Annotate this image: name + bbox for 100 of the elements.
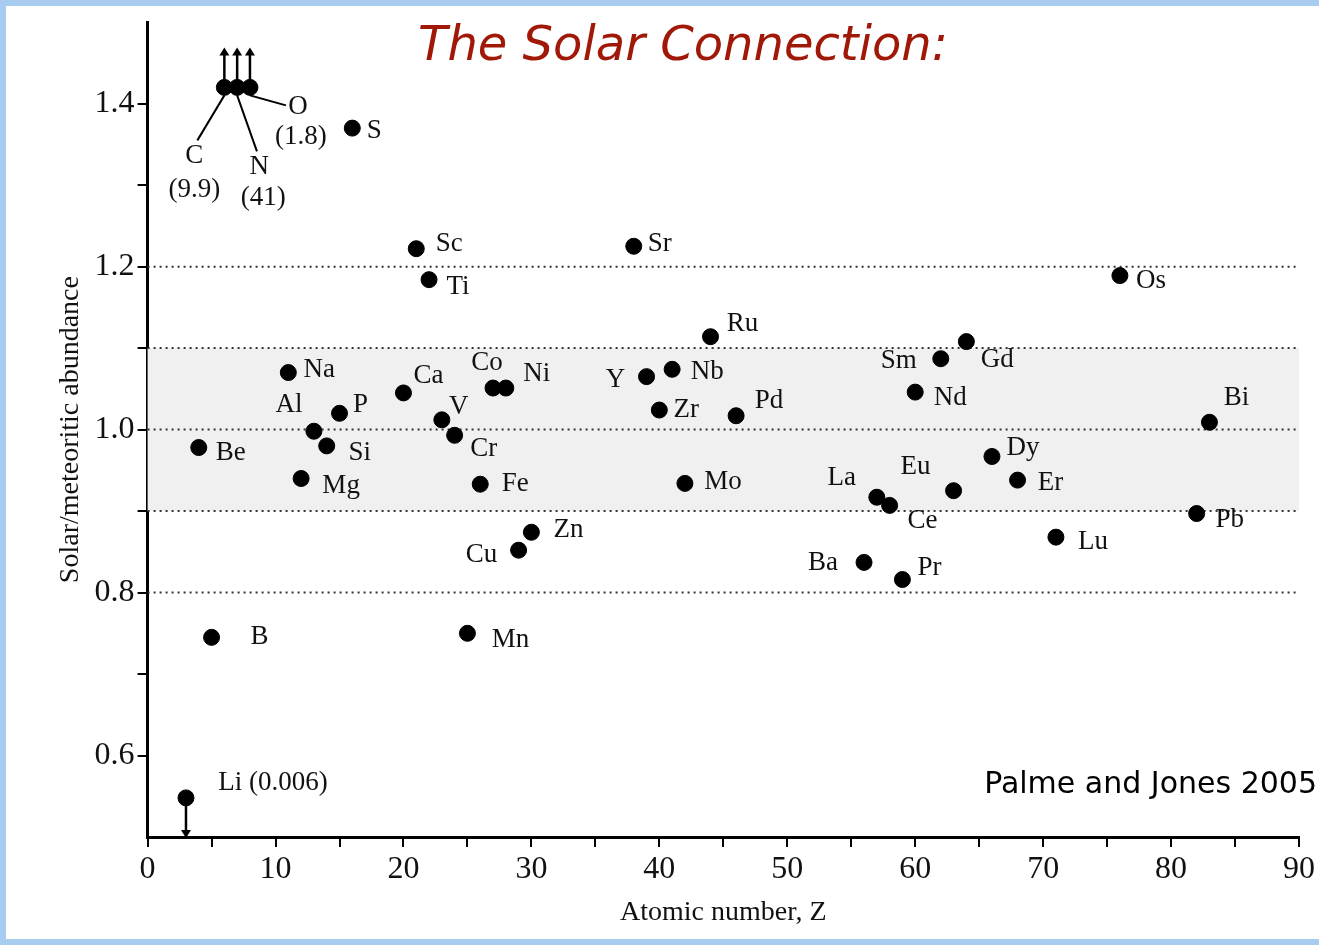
y-tick-label: 1.4 — [94, 83, 135, 120]
annotation: Nd — [933, 381, 968, 412]
point — [676, 474, 694, 492]
annotation: (9.9) — [168, 173, 221, 204]
y-tick-label: 0.8 — [94, 571, 135, 608]
point — [433, 411, 451, 429]
point — [855, 553, 873, 571]
annotation: Ca — [413, 359, 444, 390]
annotation: Sr — [647, 227, 672, 258]
annotation: V — [449, 389, 470, 420]
annotation: Palme and Jones 2005 — [984, 764, 1317, 800]
point — [983, 447, 1001, 465]
point — [446, 426, 464, 444]
annotation: Sc — [435, 226, 463, 257]
annotation: Y — [605, 362, 626, 393]
annotation: Dy — [1006, 430, 1040, 461]
annotation: N — [249, 150, 269, 181]
point — [1009, 471, 1027, 489]
point — [1047, 528, 1065, 546]
point — [1200, 413, 1218, 431]
annotation: Ce — [907, 504, 938, 535]
annotation: Os — [1135, 263, 1166, 294]
point — [522, 523, 540, 541]
x-axis-title: Atomic number, Z — [620, 894, 827, 926]
x-tick-label: 10 — [259, 848, 292, 885]
annotation: (41) — [240, 181, 286, 212]
y-tick-label: 0.6 — [94, 734, 135, 771]
y-tick-label: 1.0 — [94, 409, 135, 446]
point — [343, 119, 361, 137]
point — [702, 328, 720, 346]
x-tick-label: 90 — [1283, 848, 1315, 885]
point — [331, 404, 348, 422]
point — [190, 439, 208, 457]
annotation: La — [827, 461, 857, 492]
point — [906, 383, 924, 401]
annotation: Er — [1037, 466, 1064, 497]
annotation: Lu — [1077, 525, 1109, 556]
x-tick-label: 60 — [899, 848, 932, 885]
point — [177, 789, 195, 807]
annotation: Gd — [980, 342, 1015, 373]
point — [650, 401, 668, 419]
annotation: Cu — [465, 538, 498, 569]
point — [458, 624, 476, 642]
point — [471, 475, 489, 493]
point — [881, 496, 899, 514]
annotation: Ru — [726, 306, 759, 337]
annotation: Co — [471, 346, 503, 377]
annotation: Ni — [523, 357, 551, 388]
annotation: (1.8) — [275, 120, 327, 151]
point — [203, 628, 221, 646]
annotation: Na — [303, 352, 336, 383]
annotation: Fe — [501, 467, 529, 498]
annotation: Eu — [900, 449, 932, 480]
annotation: S — [366, 114, 382, 145]
chart-title: The Solar Connection: — [418, 15, 948, 72]
point — [407, 240, 425, 258]
point — [394, 384, 412, 402]
annotation: Pb — [1215, 502, 1244, 533]
point — [893, 571, 911, 589]
annotation: Be — [215, 435, 246, 466]
point — [868, 488, 886, 506]
annotation: Pd — [754, 383, 784, 414]
point — [1111, 267, 1129, 285]
annotation: Zr — [673, 393, 700, 424]
x-tick-label: 30 — [515, 848, 548, 885]
annotation: Ba — [808, 545, 839, 576]
point — [510, 541, 528, 559]
annotation: Si — [348, 435, 371, 466]
point — [420, 271, 438, 289]
annotation: C — [185, 139, 204, 170]
annotation: Mn — [491, 623, 530, 654]
annotation: Nb — [690, 355, 724, 386]
point — [932, 350, 950, 368]
annotation: Al — [275, 388, 303, 419]
point — [957, 333, 975, 351]
x-tick-label: 40 — [643, 848, 676, 885]
annotation: B — [250, 620, 269, 651]
point — [279, 364, 297, 382]
annotation: Bi — [1223, 381, 1250, 412]
annotation: Pr — [917, 550, 942, 581]
annotation: Zn — [553, 513, 584, 544]
y-axis-title: Solar/meteoritic abundance — [53, 276, 85, 584]
y-tick-label: 1.2 — [94, 246, 135, 283]
x-tick-label: 20 — [387, 848, 420, 885]
x-tick-label: 50 — [771, 848, 804, 885]
point — [318, 437, 336, 455]
point — [638, 368, 656, 386]
x-tick-label: 0 — [139, 848, 156, 885]
point — [292, 469, 310, 487]
annotation: Li (0.006) — [218, 765, 328, 796]
point — [663, 360, 681, 378]
annotation: Ti — [446, 269, 470, 300]
point — [945, 482, 963, 500]
x-tick-label: 80 — [1155, 848, 1188, 885]
annotation: Mo — [704, 465, 742, 496]
point — [241, 78, 259, 96]
annotation: O — [288, 90, 308, 121]
annotation: Sm — [880, 343, 917, 374]
annotation: P — [352, 388, 369, 419]
point — [727, 407, 745, 425]
